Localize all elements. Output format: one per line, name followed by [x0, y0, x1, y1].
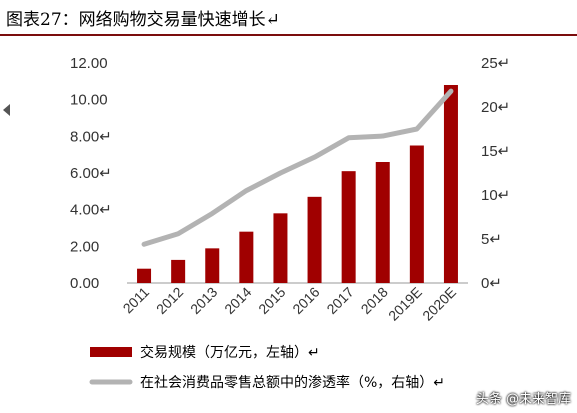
bar: [171, 259, 186, 283]
y-left-tick-label: 4.00↵: [70, 202, 112, 219]
y-right-tick-label: 5↵: [481, 231, 502, 248]
bar-series: [137, 85, 458, 283]
legend-line-label: 在社会消费品零售总额中的渗透率（%，右轴）↵: [140, 374, 445, 391]
x-tick-label: 2015: [255, 284, 288, 317]
x-tick-label: 2020E: [419, 284, 459, 324]
left-arrow-icon[interactable]: [3, 104, 10, 116]
y-right-tick-label: 25↵: [481, 55, 510, 72]
watermark: 头条 @未来智库: [475, 392, 571, 407]
y-right-tick-label: 10↵: [481, 187, 510, 204]
legend: 交易规模（万亿元，左轴）↵ 在社会消费品零售总额中的渗透率（%，右轴）↵: [89, 344, 445, 391]
x-tick-label: 2012: [153, 284, 186, 317]
legend-bar-label: 交易规模（万亿元，左轴）↵: [140, 344, 320, 361]
bar: [443, 85, 458, 283]
bar: [375, 162, 390, 283]
x-tick-label: 2017: [323, 284, 356, 317]
y-right-tick-label: 20↵: [481, 99, 510, 116]
x-tick-label: 2013: [187, 284, 220, 317]
x-tick-label: 2019E: [385, 284, 425, 324]
x-tick-label: 2016: [289, 284, 322, 317]
y-right-tick-label: 0↵: [481, 275, 502, 292]
bar: [273, 213, 288, 283]
title-divider: [0, 34, 577, 36]
bar: [137, 268, 152, 283]
y-left-tick-label: 6.00↵: [70, 165, 112, 182]
y-left-tick-label: 12.00: [70, 55, 108, 72]
bar: [239, 231, 254, 283]
chart-title: 图表27：网络购物交易量快速增长↵: [6, 10, 280, 30]
y-left-tick-label: 8.00↵: [70, 128, 112, 145]
line-series: [141, 88, 454, 247]
y-left-tick-label: 10.00: [70, 92, 108, 109]
x-tick-label: 2014: [221, 284, 254, 317]
series-line: [141, 88, 454, 247]
tick-labels: 0.00 2.00 4.00↵ 6.00↵ 8.00↵ 10.00 12.00 0↵ 5↵ 10↵…: [70, 55, 510, 324]
bar: [409, 145, 424, 283]
y-left-tick-label: 0.00: [70, 275, 99, 292]
bar: [341, 171, 356, 283]
y-left-tick-label: 2.00: [70, 238, 99, 255]
y-right-tick-label: 15↵: [481, 143, 510, 160]
bar: [307, 196, 322, 283]
x-tick-label: 2011: [120, 284, 153, 317]
bar: [205, 248, 220, 283]
legend-bar-swatch: [90, 347, 132, 357]
